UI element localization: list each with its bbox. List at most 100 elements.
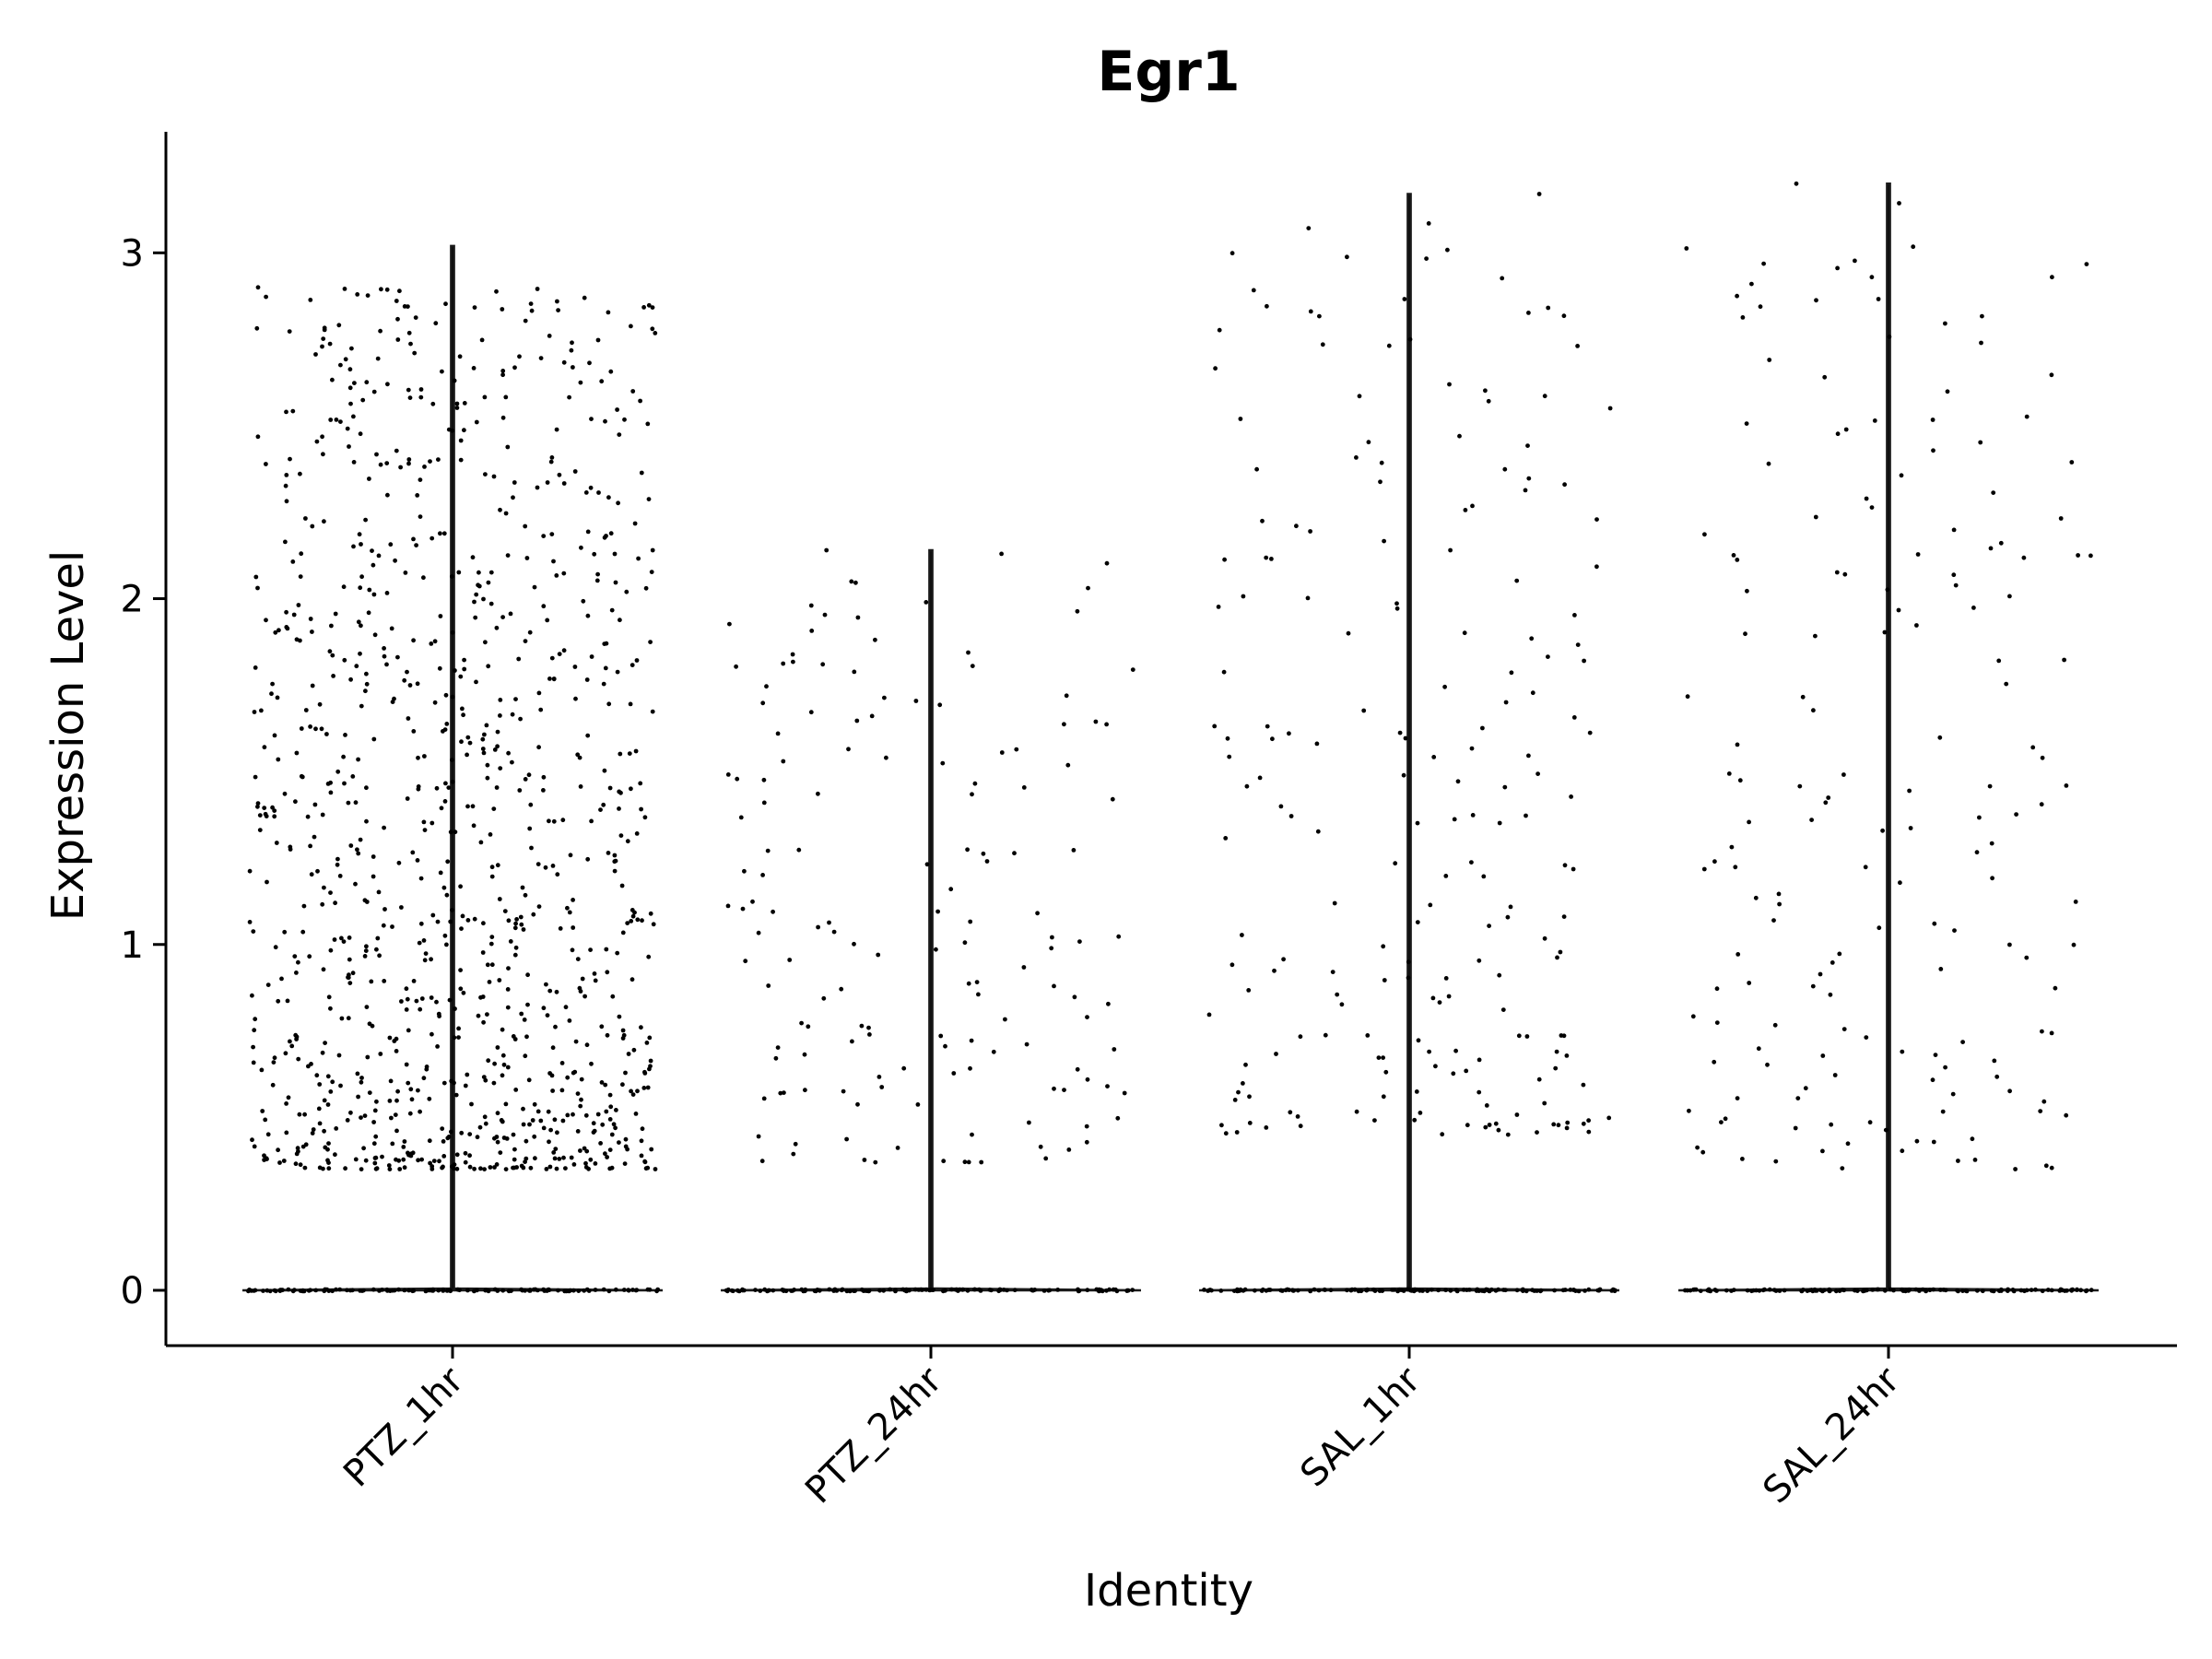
data-point	[1502, 466, 1508, 472]
data-point	[649, 1147, 654, 1152]
data-point	[1401, 772, 1406, 778]
data-point	[901, 1065, 907, 1071]
data-point	[406, 461, 411, 466]
data-point	[567, 1018, 572, 1023]
data-point	[1896, 607, 1901, 613]
data-point	[334, 418, 339, 422]
data-point	[1393, 861, 1398, 866]
data-point	[419, 1157, 424, 1162]
data-point	[458, 674, 464, 679]
data-point	[299, 773, 304, 779]
data-point	[463, 1159, 468, 1165]
data-point	[1813, 633, 1818, 639]
data-point	[1366, 440, 1371, 445]
data-point	[650, 709, 655, 714]
data-point	[859, 1023, 865, 1029]
data-point	[276, 1147, 280, 1153]
data-point-zero	[943, 1288, 947, 1293]
data-point	[371, 562, 376, 568]
data-point	[1219, 1123, 1224, 1128]
data-point	[320, 344, 324, 349]
data-point	[485, 762, 490, 768]
data-point	[546, 1109, 551, 1114]
data-point	[286, 1095, 291, 1100]
data-point-zero	[1767, 1287, 1772, 1292]
data-point-zero	[267, 1288, 273, 1294]
data-point	[1814, 298, 1818, 303]
data-point	[1418, 1111, 1423, 1115]
data-point	[556, 308, 560, 312]
data-point	[738, 815, 744, 820]
data-point	[638, 781, 643, 786]
data-point	[1484, 1103, 1489, 1108]
data-point	[1483, 388, 1488, 394]
data-point	[254, 325, 260, 331]
data-point	[1525, 443, 1530, 448]
data-point	[367, 587, 372, 593]
data-point	[793, 1141, 798, 1147]
data-point	[549, 532, 555, 536]
data-point	[472, 305, 477, 310]
data-point	[1900, 1049, 1905, 1054]
data-point-zero	[1757, 1288, 1762, 1293]
data-point-zero	[1291, 1288, 1297, 1293]
data-point-zero	[1206, 1288, 1210, 1293]
data-point	[630, 913, 636, 919]
data-point	[1553, 1065, 1559, 1071]
data-point	[255, 285, 261, 290]
data-point	[999, 750, 1005, 755]
data-point	[265, 1157, 269, 1161]
data-point	[421, 938, 427, 943]
data-point	[360, 397, 366, 403]
data-point	[584, 1042, 590, 1048]
data-point	[550, 1088, 555, 1093]
data-point	[423, 951, 429, 956]
data-point	[645, 421, 651, 427]
data-point	[1244, 783, 1250, 789]
data-point	[332, 937, 337, 942]
data-point	[549, 455, 555, 460]
data-point	[915, 1102, 921, 1107]
data-point	[2053, 985, 2058, 991]
data-point	[806, 1024, 811, 1030]
data-point	[276, 998, 281, 1004]
data-point	[1065, 762, 1071, 768]
data-point	[421, 819, 427, 825]
data-point	[594, 578, 600, 583]
data-point	[513, 945, 519, 950]
data-point-zero	[441, 1287, 446, 1292]
data-point	[625, 1147, 629, 1152]
data-point	[635, 1088, 640, 1094]
data-point	[465, 752, 469, 758]
data-point	[615, 669, 620, 675]
data-point	[521, 927, 526, 932]
data-point	[467, 1164, 473, 1170]
data-point	[418, 921, 424, 926]
data-point	[477, 1124, 483, 1130]
data-point-zero	[832, 1287, 838, 1292]
data-point-zero	[2049, 1288, 2054, 1293]
data-point	[607, 1147, 613, 1152]
data-point	[353, 800, 359, 806]
data-point	[393, 558, 397, 563]
data-point	[505, 444, 511, 450]
data-point	[2062, 657, 2067, 663]
data-point	[1773, 1159, 1779, 1164]
data-point	[1027, 1120, 1031, 1125]
data-point	[589, 417, 594, 421]
data-point	[300, 929, 306, 935]
data-point	[1306, 226, 1312, 231]
data-point	[1357, 394, 1362, 399]
data-point	[1257, 775, 1263, 781]
data-point	[618, 790, 623, 795]
data-point-zero	[447, 1288, 453, 1292]
data-point	[486, 1058, 491, 1064]
data-point	[326, 1166, 332, 1171]
data-point	[397, 288, 402, 294]
data-point	[603, 1082, 608, 1088]
data-point	[1793, 1125, 1798, 1131]
data-point	[495, 744, 500, 749]
data-point	[1828, 992, 1833, 997]
data-point	[603, 665, 608, 671]
data-point	[262, 745, 267, 750]
